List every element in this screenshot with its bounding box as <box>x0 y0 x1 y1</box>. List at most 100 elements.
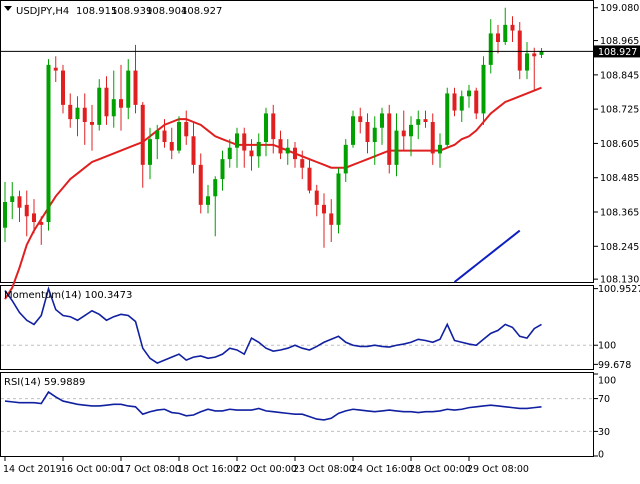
candle <box>452 87 457 117</box>
rsi-label: RSI(14) 59.9889 <box>4 377 85 388</box>
price-tick-label: 108.365 <box>600 208 639 219</box>
candle <box>213 176 218 237</box>
candle-body <box>271 113 276 140</box>
candle <box>423 110 428 128</box>
candle <box>53 56 58 82</box>
time-tick-label: 28 Oct 00:00 <box>409 464 471 475</box>
candle-body <box>10 196 15 202</box>
time-tick-label: 14 Oct 2019 <box>3 464 62 475</box>
candle <box>133 44 138 114</box>
chart-header: USDJPY,H4 108.915 108.939 108.904 108.92… <box>4 6 222 17</box>
candle <box>169 127 174 160</box>
candle <box>235 127 239 168</box>
ma-slow-line <box>453 229 521 283</box>
candle-body <box>307 167 312 191</box>
candle-body <box>162 130 167 142</box>
ma-slow-polyline <box>453 229 521 283</box>
candle-body <box>264 113 268 142</box>
candle-body <box>68 104 73 120</box>
price-panel-frame <box>0 0 594 283</box>
candle-body <box>155 130 160 140</box>
price-tick-label: 108.485 <box>600 173 639 184</box>
candle-body <box>539 51 544 55</box>
price-tick-label: 108.605 <box>600 139 639 150</box>
candle-body <box>3 202 7 228</box>
candle <box>75 96 80 137</box>
candle-body <box>372 127 377 142</box>
candle <box>510 16 515 42</box>
candle-body <box>459 96 464 111</box>
price-tick-label: 109.080 <box>600 3 639 14</box>
current-price-line: 108.927 <box>1 45 640 58</box>
candle <box>177 116 181 154</box>
candle-body <box>53 67 58 71</box>
candle-body <box>329 213 334 225</box>
candle <box>264 107 268 157</box>
candle-body <box>169 142 174 151</box>
candle <box>17 190 22 222</box>
candle <box>503 7 508 45</box>
price-tick-label: 108.845 <box>600 70 639 81</box>
candle-body <box>401 130 406 137</box>
candle <box>474 87 479 120</box>
candle <box>285 139 290 165</box>
candle <box>496 24 500 54</box>
candle <box>481 56 486 125</box>
candle-body <box>532 53 537 57</box>
candle-body <box>24 204 29 217</box>
candle-body <box>496 33 500 42</box>
candle-body <box>213 179 218 197</box>
candle <box>394 113 399 177</box>
candle <box>539 48 544 58</box>
candle <box>416 110 421 140</box>
candle <box>372 116 377 165</box>
momentum-tick-label: 99.678 <box>598 360 631 371</box>
candle-body <box>104 87 109 117</box>
candle <box>430 113 435 165</box>
candle <box>61 64 65 114</box>
rsi-tick-label: 70 <box>598 394 610 405</box>
candle-body <box>119 99 123 108</box>
candle-body <box>82 107 87 122</box>
candle-body <box>17 196 22 208</box>
candle <box>387 104 392 174</box>
time-tick-label: 29 Oct 08:00 <box>467 464 529 475</box>
candle <box>300 150 305 180</box>
candle-body <box>184 122 189 137</box>
candle <box>293 142 297 168</box>
candle <box>445 87 450 148</box>
candle <box>162 119 167 148</box>
candle-body <box>300 159 305 168</box>
candle-body <box>278 139 283 154</box>
candle-body <box>336 173 341 225</box>
candle <box>140 102 145 188</box>
candle <box>184 110 189 145</box>
candle-body <box>256 142 261 157</box>
momentum-tick-label: 100 <box>598 341 616 352</box>
candle-body <box>322 204 326 214</box>
momentum-line <box>4 286 542 364</box>
candle-body <box>227 147 232 160</box>
candle <box>3 182 7 242</box>
price-tick-label: 108.245 <box>600 242 639 253</box>
candle-body <box>358 116 363 122</box>
candle-body <box>503 24 508 42</box>
current-price-label: 108.927 <box>598 47 637 58</box>
candle <box>322 193 326 248</box>
time-tick-label: 22 Oct 00:00 <box>235 464 297 475</box>
candle <box>517 22 522 80</box>
candle-body <box>510 24 515 31</box>
momentum-tick-label: 100.9527 <box>598 284 640 295</box>
time-tick-label: 17 Oct 08:00 <box>119 464 181 475</box>
candle-body <box>438 144 442 154</box>
candle <box>24 190 29 237</box>
rsi-grid <box>1 398 594 432</box>
candle <box>97 79 102 131</box>
candle <box>198 153 203 214</box>
candle-body <box>249 150 254 157</box>
candle <box>329 199 334 242</box>
time-tick-label: 16 Oct 00:00 <box>61 464 123 475</box>
collapse-triangle-icon[interactable] <box>4 6 12 11</box>
